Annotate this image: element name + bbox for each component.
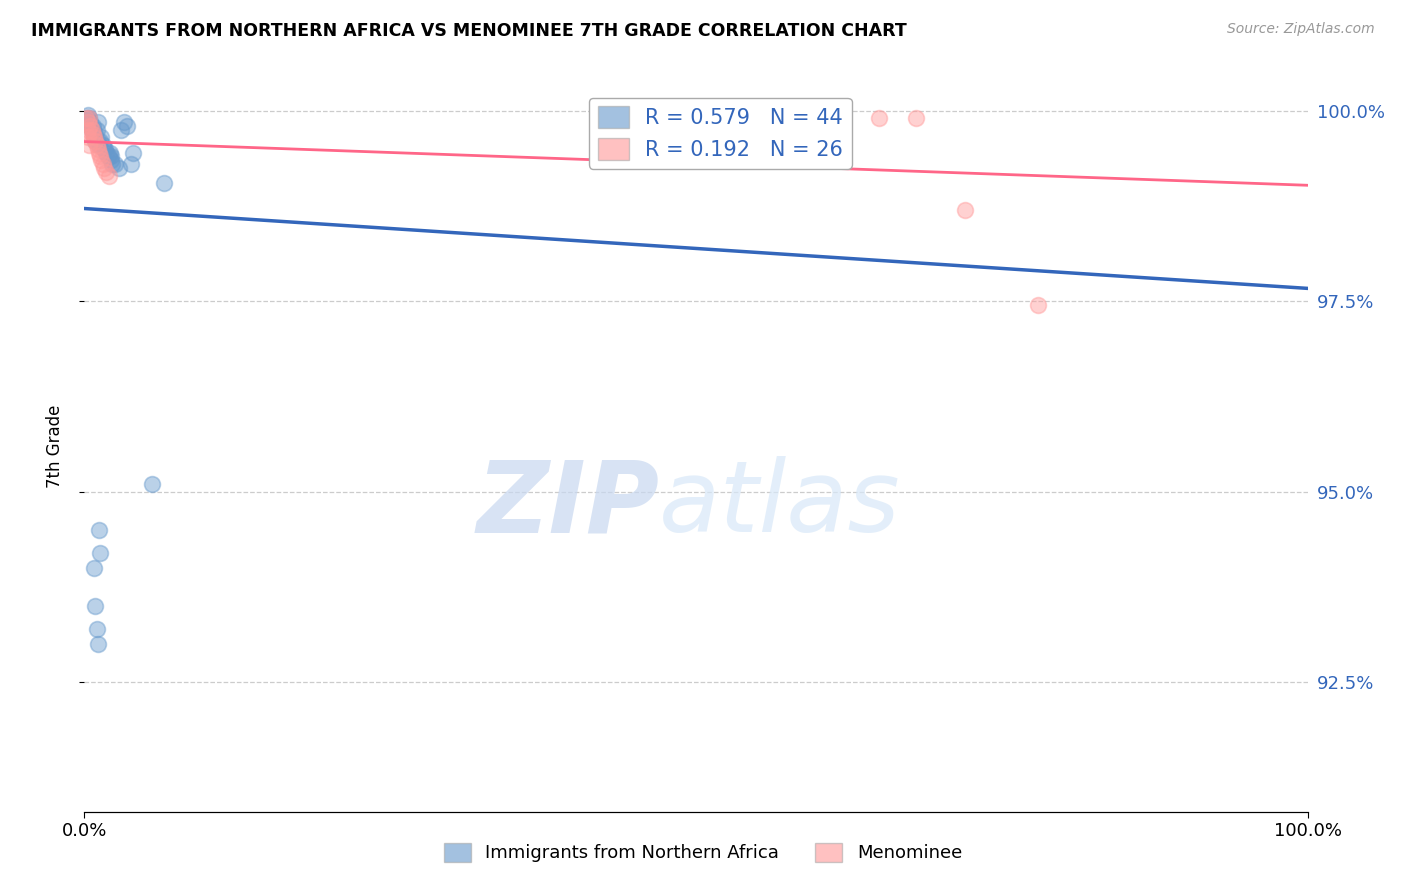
Point <box>82 127 104 141</box>
Point <box>86 123 108 137</box>
Text: ZIP: ZIP <box>477 456 659 553</box>
Point <box>96 164 118 178</box>
Legend: R = 0.579   N = 44, R = 0.192   N = 26: R = 0.579 N = 44, R = 0.192 N = 26 <box>589 98 852 169</box>
Point <box>97 149 120 163</box>
Point <box>101 157 124 171</box>
Point <box>77 115 100 129</box>
Point <box>84 599 107 613</box>
Point <box>86 138 108 153</box>
Point <box>77 112 100 126</box>
Point <box>91 157 114 171</box>
Legend: Immigrants from Northern Africa, Menominee: Immigrants from Northern Africa, Menomin… <box>437 836 969 870</box>
Point <box>96 145 118 160</box>
Point <box>1028 298 1050 312</box>
Point <box>89 546 111 560</box>
Point <box>77 107 100 121</box>
Point <box>83 130 105 145</box>
Point <box>869 112 891 126</box>
Point <box>98 145 121 160</box>
Point <box>87 637 110 651</box>
Point <box>76 112 98 126</box>
Point <box>80 123 103 137</box>
Point <box>94 142 117 156</box>
Point <box>82 119 104 133</box>
Point <box>87 138 110 153</box>
Point <box>100 149 122 163</box>
Point <box>83 130 105 145</box>
Point <box>79 119 101 133</box>
Point <box>77 112 100 126</box>
Point <box>84 134 107 148</box>
Point <box>89 149 111 163</box>
Point <box>84 134 107 148</box>
Y-axis label: 7th Grade: 7th Grade <box>45 404 63 488</box>
Point <box>79 119 101 133</box>
Point <box>153 176 176 190</box>
Point <box>86 622 108 636</box>
Point <box>97 149 120 163</box>
Point <box>87 142 110 156</box>
Point <box>75 112 97 126</box>
Point <box>122 145 145 160</box>
Point <box>115 119 138 133</box>
Point <box>97 169 120 183</box>
Point <box>104 157 127 171</box>
Point <box>83 561 105 575</box>
Point <box>107 161 129 175</box>
Text: atlas: atlas <box>659 456 901 553</box>
Point <box>93 161 115 175</box>
Point <box>87 145 110 160</box>
Point <box>112 115 135 129</box>
Point <box>80 123 103 137</box>
Point <box>77 138 100 153</box>
Point <box>89 134 111 148</box>
Point <box>807 107 830 121</box>
Text: Source: ZipAtlas.com: Source: ZipAtlas.com <box>1227 22 1375 37</box>
Point <box>90 130 112 145</box>
Point <box>953 202 976 217</box>
Point <box>141 477 163 491</box>
Point <box>87 134 110 148</box>
Point <box>91 138 114 153</box>
Point <box>120 157 142 171</box>
Text: IMMIGRANTS FROM NORTHERN AFRICA VS MENOMINEE 7TH GRADE CORRELATION CHART: IMMIGRANTS FROM NORTHERN AFRICA VS MENOM… <box>31 22 907 40</box>
Point <box>110 123 132 137</box>
Point <box>84 127 107 141</box>
Point <box>77 115 100 129</box>
Point <box>100 153 122 168</box>
Point <box>87 523 110 537</box>
Point <box>83 127 105 141</box>
Point <box>87 115 110 129</box>
Point <box>905 112 928 126</box>
Point <box>77 130 100 145</box>
Point <box>77 123 100 137</box>
Point <box>90 153 112 168</box>
Point <box>747 107 769 121</box>
Point <box>82 123 104 137</box>
Point <box>93 142 115 156</box>
Point <box>79 115 101 129</box>
